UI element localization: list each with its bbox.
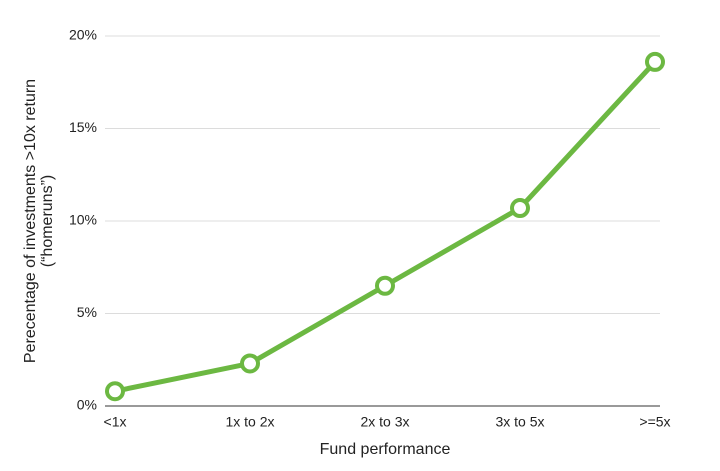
marker <box>105 381 125 402</box>
marker <box>645 51 665 72</box>
y-tick-label: 5% <box>77 304 97 320</box>
y-axis-title: Perecentage of investments >10x return (… <box>22 79 56 363</box>
marker <box>240 353 260 374</box>
y-tick-label: 10% <box>69 212 97 228</box>
y-tick-label: 15% <box>69 119 97 135</box>
line <box>114 60 657 394</box>
y-axis-title-line: (“homeruns”) <box>39 175 56 267</box>
marker <box>375 275 395 296</box>
y-axis-title-line: Perecentage of investments >10x return <box>22 79 39 363</box>
y-tick-label: 0% <box>77 397 97 413</box>
x-tick-label: 1x to 2x <box>225 414 274 430</box>
x-tick-label: >=5x <box>639 414 670 430</box>
x-tick-label: 3x to 5x <box>495 414 544 430</box>
x-axis-title: Fund performance <box>320 441 451 458</box>
y-tick-label: 20% <box>69 27 97 43</box>
marker <box>510 198 530 219</box>
x-tick-label: <1x <box>104 414 127 430</box>
x-tick-label: 2x to 3x <box>360 414 409 430</box>
